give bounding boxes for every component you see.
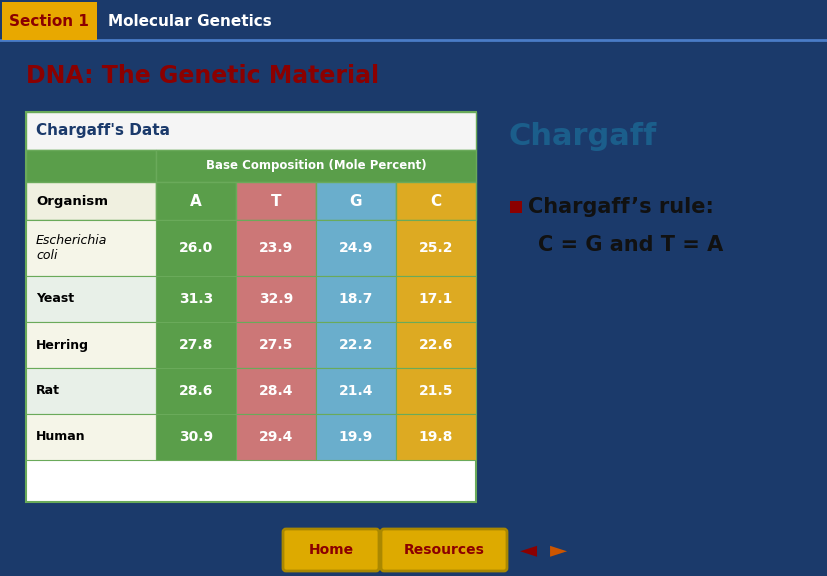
Text: 21.5: 21.5 (418, 384, 452, 398)
Text: Rat: Rat (36, 385, 60, 397)
Text: Chargaff: Chargaff (508, 122, 656, 151)
Bar (395, 182, 476, 220)
Bar (26, 368, 155, 414)
Bar (395, 368, 476, 414)
Bar (26, 182, 155, 220)
Bar (236, 220, 316, 276)
Text: 28.4: 28.4 (259, 384, 293, 398)
Text: Home: Home (308, 543, 353, 557)
Text: A: A (190, 194, 202, 209)
FancyBboxPatch shape (283, 529, 379, 571)
Bar (316, 182, 395, 220)
Text: 27.5: 27.5 (259, 338, 293, 352)
Text: 22.6: 22.6 (418, 338, 452, 352)
Text: Herring: Herring (36, 339, 88, 351)
Bar (316, 368, 395, 414)
Bar (316, 276, 395, 322)
Text: 25.2: 25.2 (418, 241, 452, 255)
Text: DNA: The Genetic Material: DNA: The Genetic Material (26, 64, 379, 88)
Bar (155, 150, 476, 182)
Bar (316, 220, 395, 276)
Text: Section 1: Section 1 (9, 13, 88, 28)
Text: 27.8: 27.8 (179, 338, 213, 352)
Text: Chargaff's Data: Chargaff's Data (36, 123, 170, 138)
Text: Base Composition (Mole Percent): Base Composition (Mole Percent) (205, 160, 426, 172)
Bar (236, 322, 316, 368)
Bar (26, 112, 476, 150)
Bar (2, 2, 97, 40)
Bar (26, 220, 155, 276)
Text: Organism: Organism (36, 195, 108, 207)
Bar (316, 414, 395, 460)
Bar (395, 322, 476, 368)
Text: Chargaff’s rule:: Chargaff’s rule: (528, 197, 713, 217)
Text: G: G (349, 194, 362, 209)
Bar (26, 322, 155, 368)
Bar (236, 276, 316, 322)
Text: 19.8: 19.8 (418, 430, 452, 444)
Bar (155, 414, 236, 460)
Bar (155, 182, 236, 220)
Text: 28.6: 28.6 (179, 384, 213, 398)
Text: 18.7: 18.7 (338, 292, 373, 306)
Text: 29.4: 29.4 (259, 430, 293, 444)
Text: 21.4: 21.4 (338, 384, 373, 398)
Bar (236, 368, 316, 414)
Text: 22.2: 22.2 (338, 338, 373, 352)
Bar (155, 220, 236, 276)
Bar (26, 276, 155, 322)
Text: 31.3: 31.3 (179, 292, 213, 306)
Bar (155, 322, 236, 368)
Text: C: C (430, 194, 441, 209)
Bar (509, 201, 521, 213)
Text: T: T (270, 194, 281, 209)
Bar (26, 414, 155, 460)
Bar (395, 220, 476, 276)
Bar (26, 112, 476, 502)
FancyBboxPatch shape (380, 529, 506, 571)
Text: Yeast: Yeast (36, 293, 74, 305)
Bar (155, 368, 236, 414)
Bar (316, 322, 395, 368)
Bar (395, 276, 476, 322)
Text: Resources: Resources (403, 543, 484, 557)
Text: ►: ► (550, 540, 566, 560)
Text: 26.0: 26.0 (179, 241, 213, 255)
Bar (155, 276, 236, 322)
Text: Human: Human (36, 430, 85, 444)
Bar (26, 150, 155, 182)
Text: 30.9: 30.9 (179, 430, 213, 444)
Text: 19.9: 19.9 (338, 430, 373, 444)
Text: 32.9: 32.9 (259, 292, 293, 306)
Bar (236, 414, 316, 460)
Text: 24.9: 24.9 (338, 241, 373, 255)
Text: ◄: ◄ (520, 540, 537, 560)
Text: Molecular Genetics: Molecular Genetics (108, 13, 271, 28)
Text: C = G and T = A: C = G and T = A (538, 235, 722, 255)
Text: 17.1: 17.1 (418, 292, 452, 306)
Text: Escherichia
coli: Escherichia coli (36, 234, 108, 262)
Bar (395, 414, 476, 460)
Bar (236, 182, 316, 220)
Text: 23.9: 23.9 (259, 241, 293, 255)
